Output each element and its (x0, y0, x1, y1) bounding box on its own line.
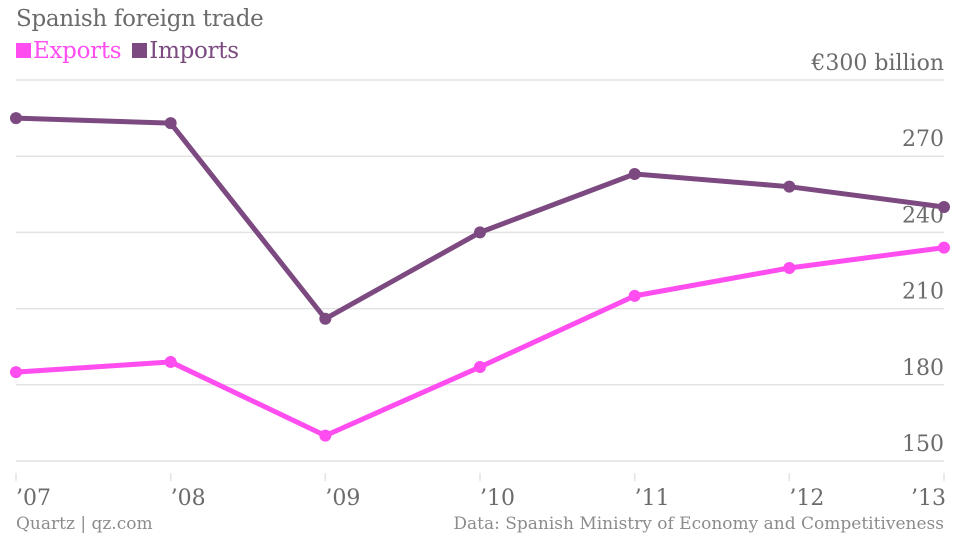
legend-label-imports: Imports (149, 38, 239, 64)
y-tick-label: 210 (902, 280, 944, 305)
series-lines (10, 112, 950, 442)
data-point-exports[interactable] (319, 429, 332, 442)
chart-title: Spanish foreign trade (16, 6, 264, 32)
legend: Exports Imports (16, 38, 243, 64)
data-point-exports[interactable] (474, 361, 486, 374)
gridlines (16, 79, 944, 462)
series-exports (10, 241, 950, 442)
data-point-exports[interactable] (10, 366, 22, 379)
x-tick-label: ’12 (789, 486, 824, 511)
data-point-exports[interactable] (628, 289, 641, 302)
y-tick-label: €300 billion (810, 51, 944, 76)
data-point-imports[interactable] (783, 180, 796, 193)
legend-swatch-exports (16, 43, 31, 58)
legend-item-imports[interactable]: Imports (132, 38, 239, 64)
series-imports (10, 112, 950, 325)
x-tick-label: ’07 (16, 486, 51, 511)
data-point-imports[interactable] (628, 167, 641, 180)
x-tick-label: ’11 (635, 486, 670, 511)
y-tick-label: 180 (902, 356, 944, 381)
data-point-imports[interactable] (938, 201, 950, 213)
series-line-exports (15, 245, 945, 439)
x-axis-ticks: ’07 ’08 ’09 ’10 ’11 ’12 ’13 (15, 473, 946, 511)
data-point-exports[interactable] (164, 355, 177, 368)
x-tick-label: ’13 (911, 486, 946, 511)
data-point-exports[interactable] (938, 241, 950, 254)
y-tick-label: 270 (902, 127, 944, 152)
legend-swatch-imports (132, 43, 148, 58)
series-line-imports (15, 115, 945, 322)
data-point-imports[interactable] (474, 226, 486, 239)
data-point-imports[interactable] (164, 117, 177, 130)
data-point-exports[interactable] (783, 261, 796, 274)
x-tick-label: ’10 (480, 486, 515, 511)
data-source: Data: Spanish Ministry of Economy and Co… (453, 514, 944, 534)
legend-label-exports: Exports (33, 38, 122, 64)
source-credit: Quartz | qz.com (16, 514, 153, 534)
data-point-imports[interactable] (10, 112, 22, 125)
x-tick-label: ’08 (171, 486, 206, 511)
x-tick-label: ’09 (325, 486, 360, 511)
legend-item-exports[interactable]: Exports (16, 38, 122, 64)
data-point-imports[interactable] (319, 312, 332, 325)
y-tick-label: 150 (902, 432, 944, 457)
